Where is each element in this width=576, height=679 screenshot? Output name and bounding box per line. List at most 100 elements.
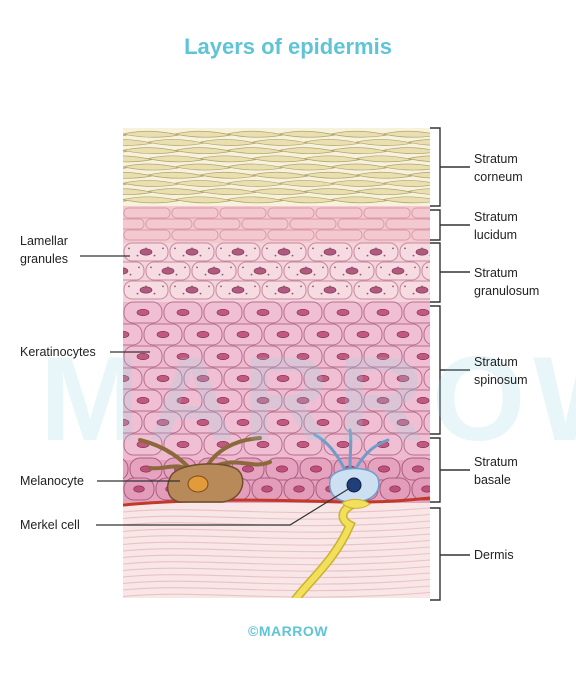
lamellar-granule [412, 254, 415, 257]
lamellar-granule [150, 266, 152, 269]
cell-nucleus [176, 352, 190, 360]
lamellar-granule [153, 254, 156, 257]
lamellar-granule [392, 247, 394, 250]
lamellar-granule [358, 285, 360, 288]
cell-nucleus [256, 308, 270, 316]
keratinocyte [123, 229, 171, 241]
cell-nucleus [136, 352, 150, 360]
keratinocyte [423, 324, 430, 345]
cell-nucleus [376, 352, 390, 360]
lamellar-granule [288, 266, 290, 269]
collagen-fiber [123, 546, 430, 553]
lamellar-granule [158, 273, 161, 276]
cell-nucleus [123, 419, 130, 426]
lamellar-granule [421, 247, 423, 250]
lamellar-granule [230, 266, 232, 269]
corneum-flake [382, 163, 430, 171]
keratinocyte [267, 229, 315, 241]
cell-nucleus [231, 286, 245, 294]
cell-nucleus [416, 352, 430, 360]
nerve-ending [291, 498, 371, 598]
lamellar-granule [128, 285, 130, 288]
lamellar-granule [136, 254, 139, 257]
collagen-fiber [123, 578, 430, 585]
lamellar-granule [351, 266, 353, 269]
lamellar-granule [254, 285, 256, 288]
dermis-fibers [123, 507, 430, 598]
corneum-flake [460, 139, 516, 145]
lamellar-granule [196, 266, 198, 269]
cell-nucleus [296, 352, 310, 360]
lamellar-granule [128, 247, 130, 250]
keratinocyte [123, 207, 171, 219]
cell-nucleus [97, 309, 109, 315]
label-lamellar-granules: Lamellar granules [20, 234, 68, 266]
corneum-flake [435, 197, 491, 203]
cell-nucleus [261, 485, 273, 493]
keratinocyte [76, 230, 122, 240]
cell-nucleus [139, 248, 153, 256]
cell-nucleus [277, 286, 291, 294]
cell-nucleus [256, 352, 270, 360]
lamellar-granule [136, 292, 139, 295]
lamellar-granule [237, 285, 239, 288]
cell-nucleus [176, 308, 190, 316]
lamellar-granule [322, 266, 324, 269]
cell-nucleus [296, 396, 310, 404]
keratinocyte [123, 261, 145, 281]
collagen-fiber [123, 539, 430, 546]
cell-nucleus [457, 309, 469, 315]
keratinocyte [123, 218, 145, 230]
cell-nucleus [415, 286, 429, 294]
cell-nucleus [316, 418, 330, 426]
lamellar-granule [174, 247, 176, 250]
cell-nucleus [462, 249, 474, 255]
cell-nucleus [323, 248, 337, 256]
watermark: MARROW [40, 332, 576, 466]
lamellar-granule [380, 266, 382, 269]
corneum-flake [435, 131, 491, 137]
lamellar-granule [476, 255, 478, 257]
lamellar-granule [296, 273, 299, 276]
lamellar-granule [450, 286, 452, 288]
corneum-flake [407, 155, 430, 162]
label-stratum-corneum: Stratum corneum [474, 152, 523, 184]
lamellar-granule [467, 248, 469, 250]
cell-nucleus [462, 287, 474, 293]
lamellar-granule [368, 266, 370, 269]
lamellar-granule [329, 247, 331, 250]
lamellar-granule [397, 266, 399, 269]
cell-nucleus [323, 286, 337, 294]
label-dermis: Dermis [474, 548, 514, 562]
cell-nucleus [378, 465, 390, 473]
collagen-fiber [123, 507, 430, 514]
lamellar-granule [138, 266, 140, 269]
cell-nucleus [136, 396, 150, 404]
keratinocyte [337, 218, 385, 230]
lamellar-granule [383, 292, 386, 295]
lamellar-granule [346, 285, 348, 288]
corneum-flake [407, 171, 430, 179]
keratinocyte [444, 478, 474, 500]
cell-nucleus [94, 249, 106, 255]
cell-nucleus [415, 248, 429, 256]
label-merkel-cell: Merkel cell [20, 518, 80, 532]
keratinocyte [171, 229, 219, 241]
keratinocyte [123, 458, 129, 480]
lamellar-granule [358, 247, 360, 250]
cell-nucleus [123, 375, 130, 382]
lamellar-granule [220, 247, 222, 250]
lamellar-granule [145, 285, 147, 288]
keratinocyte [123, 367, 143, 390]
lamellar-granule [283, 247, 285, 250]
lamellar-granule [182, 292, 185, 295]
lamellar-granule [91, 293, 93, 295]
corneum-flake [460, 189, 516, 195]
lamellar-granule [82, 248, 84, 250]
cell-nucleus [185, 248, 199, 256]
keratinocyte [241, 218, 289, 230]
lamellar-granule [245, 254, 248, 257]
collagen-fiber [123, 565, 430, 572]
label-stratum-lucidum: Stratum lucidum [474, 210, 518, 242]
lamellar-granule [300, 247, 302, 250]
